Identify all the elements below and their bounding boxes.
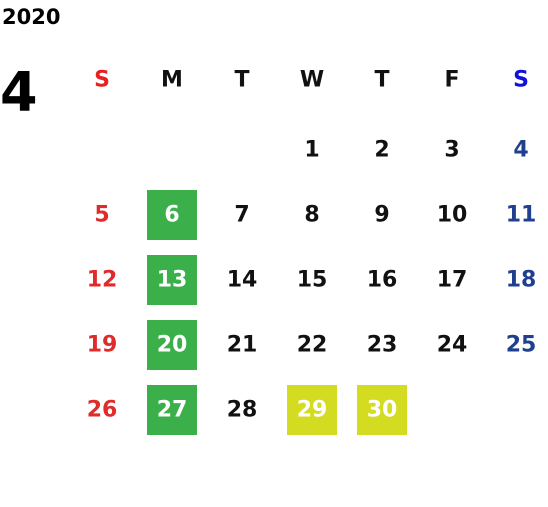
- weekday-label: W: [300, 68, 324, 93]
- day-number: 18: [506, 268, 537, 293]
- day-highlight: [147, 320, 197, 370]
- day-number: 17: [437, 268, 468, 293]
- weekday-label: T: [374, 68, 389, 93]
- day-highlight: [147, 385, 197, 435]
- day-number: 21: [227, 333, 258, 358]
- day-number: 22: [297, 333, 328, 358]
- day-number: 4: [513, 138, 528, 163]
- day-number: 7: [234, 203, 249, 228]
- day-number: 30: [367, 398, 398, 423]
- day-number: 2: [374, 138, 389, 163]
- day-number: 5: [94, 203, 109, 228]
- weekday-label: S: [94, 68, 110, 93]
- day-number: 16: [367, 268, 398, 293]
- day-number: 10: [437, 203, 468, 228]
- day-highlight: [287, 385, 337, 435]
- day-number: 6: [164, 203, 179, 228]
- day-number: 1: [304, 138, 319, 163]
- day-number: 27: [157, 398, 188, 423]
- day-number: 25: [506, 333, 537, 358]
- day-highlight: [147, 190, 197, 240]
- weekday-label: F: [444, 68, 459, 93]
- day-number: 11: [506, 203, 537, 228]
- day-number: 3: [444, 138, 459, 163]
- day-number: 19: [87, 333, 118, 358]
- day-highlight: [357, 385, 407, 435]
- day-number: 28: [227, 398, 258, 423]
- day-number: 24: [437, 333, 468, 358]
- weekday-label: T: [234, 68, 249, 93]
- day-number: 26: [87, 398, 118, 423]
- day-number: 14: [227, 268, 258, 293]
- month: 4: [0, 61, 38, 124]
- day-number: 23: [367, 333, 398, 358]
- day-number: 13: [157, 268, 188, 293]
- day-number: 12: [87, 268, 118, 293]
- year: 2020: [2, 5, 60, 29]
- weekday-label: S: [513, 68, 529, 93]
- day-number: 15: [297, 268, 328, 293]
- day-highlight: [147, 255, 197, 305]
- day-number: 29: [297, 398, 328, 423]
- day-number: 8: [304, 203, 319, 228]
- day-number: 20: [157, 333, 188, 358]
- day-number: 9: [374, 203, 389, 228]
- weekday-label: M: [161, 68, 183, 93]
